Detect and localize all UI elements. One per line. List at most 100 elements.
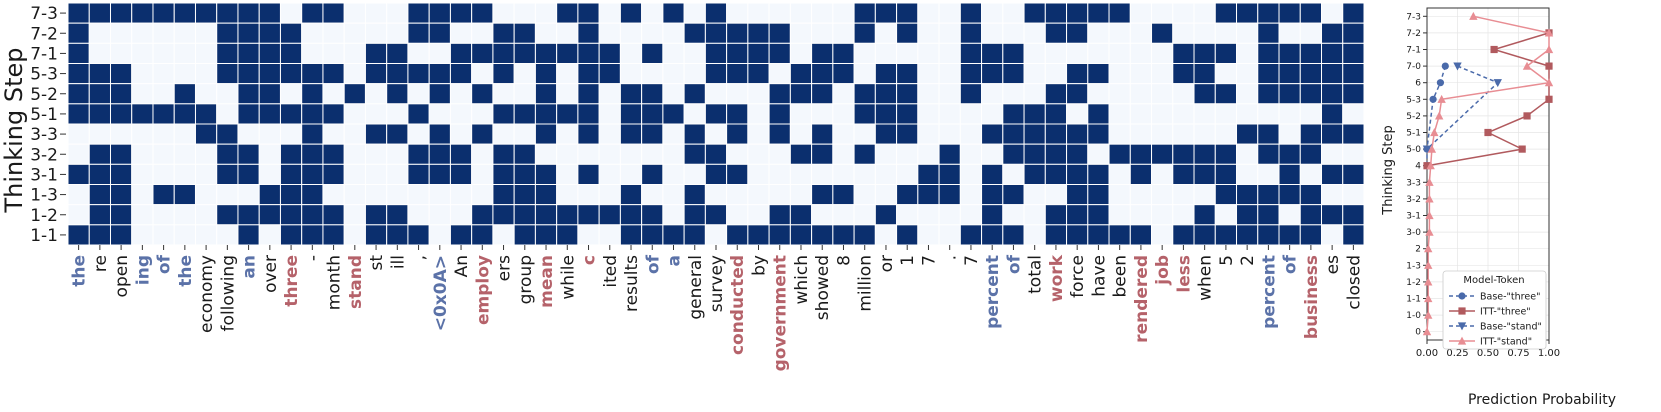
heatmap-cell: [216, 163, 239, 186]
heatmap-cell: [704, 163, 728, 186]
heatmap-row-label: 7-2: [30, 24, 58, 44]
heatmap-cell: [1236, 2, 1259, 24]
heatmap-cell: [896, 184, 919, 206]
heatmap-cell: [67, 42, 90, 65]
heatmap-cell: [641, 83, 664, 105]
heatmap-cell: [874, 103, 898, 125]
heatmap-cell: [726, 123, 749, 145]
heatmap-cell: [173, 63, 196, 85]
heatmap-cell: [1066, 204, 1089, 226]
heatmap-cell: [301, 2, 324, 24]
heatmap-cell: [1002, 204, 1025, 226]
heatmap-cell: [428, 204, 451, 226]
heatmap-cell: [1044, 123, 1068, 145]
heatmap-cell: [152, 42, 175, 65]
heatmap-cell: [1236, 42, 1259, 65]
heatmap-cell: [471, 2, 494, 24]
heatmap-cell: [789, 224, 813, 246]
heatmap-cell: [322, 163, 345, 186]
series-point: [1453, 62, 1462, 71]
heatmap-cell: [853, 83, 876, 105]
heatmap-cell: [386, 204, 409, 226]
heatmap-token-label: 5: [1217, 255, 1237, 266]
heatmap-cell: [88, 123, 111, 145]
series-point: [1545, 95, 1553, 103]
series-point: [1545, 62, 1553, 70]
heatmap-cell: [1321, 143, 1344, 165]
heatmap-cell: [1236, 123, 1259, 145]
heatmap-cell: [726, 2, 749, 24]
heatmap-cell: [938, 42, 961, 65]
heatmap-cell: [194, 224, 218, 246]
heatmap-cell: [513, 224, 536, 246]
heatmap-token-label: of: [155, 254, 175, 274]
heatmap-cell: [1108, 184, 1131, 206]
heatmap-cell: [1321, 163, 1344, 186]
heatmap-cell: [896, 163, 919, 186]
heatmap-cell: [386, 103, 409, 125]
heatmap-cell: [152, 184, 175, 206]
heatmap-cell: [67, 83, 90, 105]
heatmap-cell: [258, 184, 281, 206]
heatmap-cell: [471, 143, 494, 165]
heatmap-token-label: es: [1323, 255, 1343, 274]
heatmap-cell: [1299, 42, 1323, 65]
heatmap-cell: [641, 22, 664, 44]
heatmap-cell: [173, 143, 196, 165]
heatmap-cell: [152, 103, 175, 125]
heatmap-cell: [407, 143, 430, 165]
series-point: [1427, 144, 1437, 153]
heatmap-token-label: closed: [1344, 255, 1364, 310]
heatmap-cell: [1278, 83, 1301, 105]
heatmap-cell: [258, 63, 281, 85]
heatmap-cell: [1066, 143, 1089, 165]
heatmap-cell: [322, 103, 345, 125]
heatmap-cell: [768, 103, 791, 125]
heatmap-token-label: <0x0A>: [431, 255, 451, 331]
heatmap-cell: [1108, 2, 1131, 24]
heatmap-cell: [1257, 83, 1280, 105]
heatmap-cell: [1257, 184, 1280, 206]
heatmap-cell: [1257, 42, 1280, 65]
y-tick-label: 5-3: [1406, 95, 1421, 105]
heatmap-cell: [237, 83, 260, 105]
heatmap-cell: [88, 224, 111, 246]
heatmap-cell: [109, 103, 133, 125]
heatmap-cell: [704, 63, 728, 85]
heatmap-cell: [1193, 83, 1216, 105]
heatmap-cell: [1257, 63, 1280, 85]
heatmap-cell: [407, 42, 430, 65]
heatmap-cell: [1278, 163, 1301, 186]
heatmap-cell: [1214, 83, 1238, 105]
heatmap-cell: [1023, 103, 1046, 125]
heatmap-cell: [1087, 163, 1110, 186]
heatmap-cell: [322, 143, 345, 165]
heatmap-cell: [1193, 2, 1216, 24]
heatmap-token-label: less: [1174, 255, 1194, 293]
heatmap-cell: [598, 22, 621, 44]
heatmap-cell: [1193, 204, 1216, 226]
heatmap-token-label: 7: [962, 255, 982, 266]
heatmap-cell: [917, 2, 940, 24]
heatmap-cell: [917, 63, 940, 85]
heatmap-cell: [556, 22, 579, 44]
series-point: [1490, 45, 1498, 54]
heatmap-cell: [577, 2, 600, 24]
heatmap-token-label: 7: [920, 255, 940, 266]
heatmap-cell: [641, 224, 664, 246]
heatmap-cell: [768, 143, 791, 165]
heatmap-cell: [1044, 103, 1068, 125]
heatmap-cell: [832, 22, 855, 44]
heatmap-cell: [1342, 184, 1365, 206]
y-tick-label: 5-0: [1406, 145, 1421, 155]
heatmap-cell: [343, 204, 366, 226]
y-tick-label: 1-1: [1406, 295, 1421, 305]
heatmap-cell: [1087, 204, 1110, 226]
heatmap-cell: [1108, 143, 1131, 165]
heatmap-cell: [237, 123, 260, 145]
heatmap-cell: [619, 184, 643, 206]
heatmap-cell: [874, 163, 898, 186]
heatmap-cell: [896, 103, 919, 125]
heatmap-cell: [1214, 63, 1238, 85]
heatmap-cell: [258, 83, 281, 105]
